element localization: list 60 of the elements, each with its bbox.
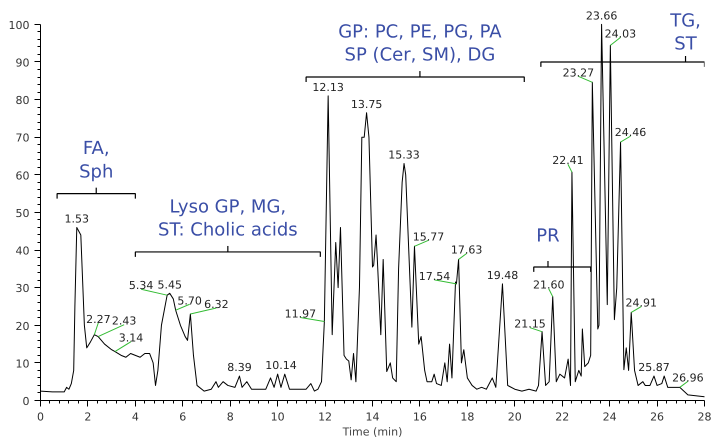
y-tick-label: 70 — [16, 132, 30, 145]
y-tick-label: 0 — [22, 395, 30, 408]
annotation: 24.03 — [604, 27, 636, 40]
annotation: 15.77 — [412, 230, 444, 244]
annotation: 21.60 — [532, 278, 564, 292]
x-tick-label: 14 — [366, 410, 380, 424]
x-tick-label: 0 — [37, 410, 44, 424]
annotation: 24.46 — [614, 126, 646, 140]
x-tick-label: 24 — [602, 410, 617, 424]
annotation: 26.96 — [672, 371, 704, 384]
y-tick-label: 50 — [16, 206, 30, 220]
x-tick-label: 6 — [179, 410, 186, 424]
annotation: 3.14 — [118, 332, 144, 345]
annotation: 19.48 — [486, 268, 518, 282]
y-tick-label: 90 — [16, 56, 30, 70]
annotation: 13.75 — [350, 98, 382, 111]
annotation: 6.32 — [204, 298, 229, 312]
y-tick-label: 80 — [16, 94, 30, 108]
annotation: 12.13 — [312, 80, 344, 94]
x-tick-label: 22 — [555, 410, 570, 424]
annotation: 1.53 — [64, 212, 90, 226]
annotation: 21.15 — [514, 318, 546, 331]
x-tick-label: 12 — [318, 410, 332, 424]
x-tick-label: 8 — [226, 410, 234, 424]
y-tick-label: 40 — [16, 244, 30, 258]
annotation: 5.34 — [128, 279, 154, 292]
x-tick-label: 26 — [650, 410, 664, 424]
x-axis-title: Time (min) — [342, 426, 402, 438]
annotation: TG, ST — [669, 10, 701, 54]
y-tick-label: 100 — [8, 18, 30, 32]
x-tick-label: 4 — [132, 410, 139, 424]
x-tick-label: 16 — [412, 410, 427, 424]
annotation: 23.66 — [586, 9, 618, 22]
annotation: 24.91 — [625, 296, 657, 310]
annotation: 8.39 — [227, 361, 252, 374]
x-tick-label: 10 — [270, 410, 285, 424]
annotation: 23.27 — [562, 66, 594, 80]
annotation: 5.45 — [157, 278, 182, 292]
annotation: Lyso GP, MG, ST: Cholic acids — [158, 196, 298, 241]
annotation: 10.14 — [265, 359, 297, 372]
annotation: 22.41 — [552, 154, 584, 168]
annotation: PR — [536, 225, 560, 246]
y-tick-label: 20 — [16, 320, 30, 333]
annotation: 25.87 — [638, 361, 670, 374]
y-tick-label: 30 — [16, 282, 30, 296]
x-tick-label: 18 — [460, 410, 474, 424]
annotation: 11.97 — [284, 308, 316, 321]
annotation: 17.63 — [450, 243, 482, 256]
y-tick-label: 60 — [16, 169, 30, 182]
annotation: FA, Sph — [79, 138, 114, 182]
annotation: 5.70 — [177, 294, 202, 308]
y-tick-label: 10 — [16, 357, 30, 370]
annotation: 2.43 — [112, 314, 136, 328]
annotation: GP: PC, PE, PG, PA SP (Cer, SM), DG — [338, 22, 502, 66]
x-tick-label: 2 — [84, 410, 92, 424]
x-tick-label: 28 — [698, 410, 712, 424]
x-tick-label: 20 — [508, 410, 522, 424]
annotation: 17.54 — [418, 270, 450, 283]
annotation: 2.27 — [86, 312, 111, 326]
annotation: 15.33 — [388, 148, 420, 162]
